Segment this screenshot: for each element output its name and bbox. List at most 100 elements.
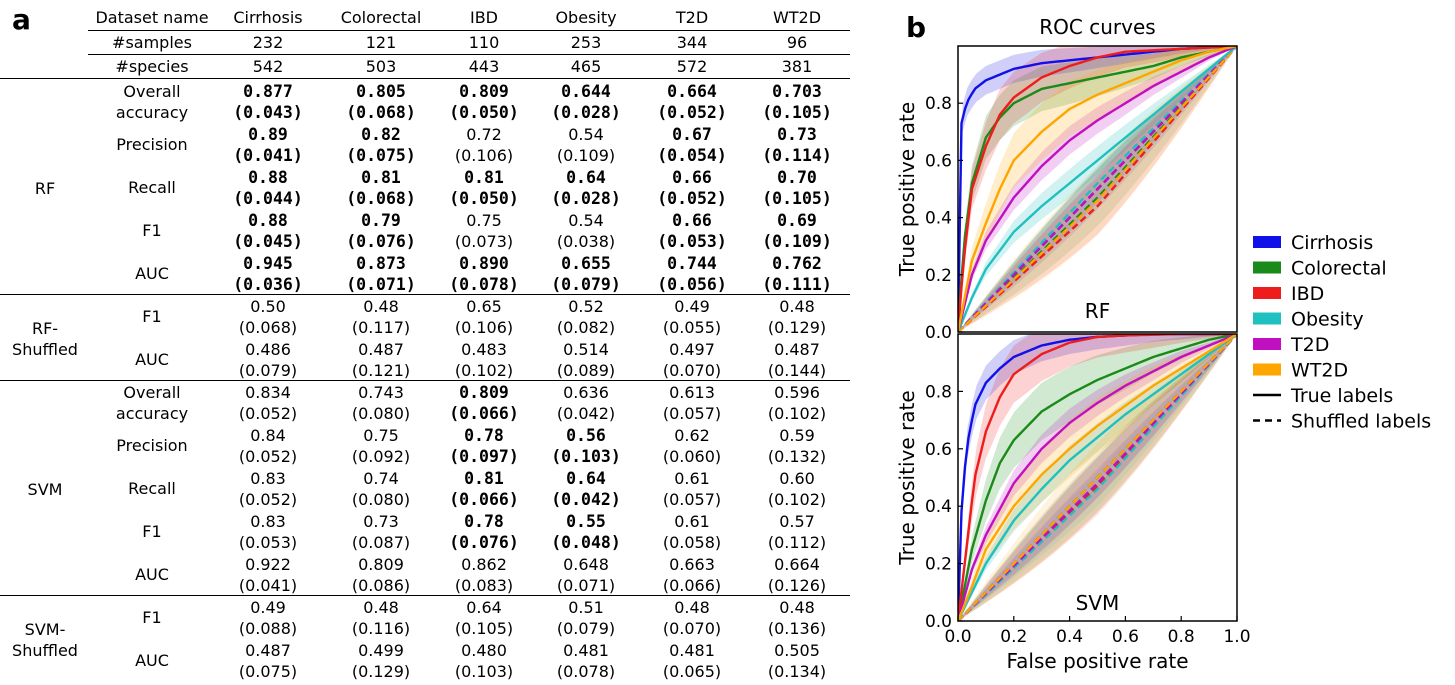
metric-std: (0.052) <box>657 103 727 122</box>
metric-label-line: Precision <box>116 436 188 455</box>
metric-value-cell: 0.505 (0.134) <box>742 640 852 682</box>
metric-std: (0.028) <box>551 103 621 122</box>
legend-swatch <box>1253 338 1281 350</box>
roc-curve-shuffled <box>958 46 1237 332</box>
metric-value-cell: 0.487 (0.121) <box>326 339 436 381</box>
metric-std: (0.068) <box>346 103 416 122</box>
metric-mean: 0.636 <box>563 383 609 402</box>
metric-value-cell: 0.48 (0.136) <box>742 597 852 639</box>
metric-value-cell: 0.64 (0.042) <box>531 468 641 510</box>
metric-std: (0.041) <box>233 146 303 165</box>
metric-value-cell: 0.83 (0.053) <box>213 511 323 553</box>
metric-label-line: Overall <box>123 383 181 402</box>
dataset-header: T2D <box>675 8 709 27</box>
metric-std: (0.132) <box>767 447 827 466</box>
metric-std: (0.053) <box>657 232 727 251</box>
metric-mean: 0.480 <box>461 641 507 660</box>
y-tick-label: 0.6 <box>925 440 952 460</box>
roc-curve-shuffled <box>958 334 1237 621</box>
metric-mean: 0.703 <box>772 82 822 101</box>
model-group-label-line: RF <box>34 179 56 198</box>
x-tick-label: 1.0 <box>1223 627 1250 647</box>
metric-mean: 0.78 <box>464 426 504 445</box>
legend-swatch <box>1253 287 1281 299</box>
x-tick-label: 0.2 <box>1000 627 1027 647</box>
metric-value-cell: 0.890 (0.078) <box>429 253 539 295</box>
metric-value-cell: 0.61 (0.058) <box>637 511 747 553</box>
panel-model-label: SVM <box>1076 591 1120 615</box>
metric-value-cell: 0.66 (0.053) <box>637 210 747 252</box>
metric-mean: 0.74 <box>363 469 399 488</box>
roc-confidence-band <box>958 334 1237 621</box>
metric-std: (0.079) <box>551 275 621 294</box>
metric-std: (0.044) <box>233 189 303 208</box>
metric-mean: 0.65 <box>466 297 502 316</box>
metric-value-cell: 0.89 (0.041) <box>213 124 323 166</box>
metric-std: (0.058) <box>662 533 722 552</box>
metric-value-cell: 0.73 (0.114) <box>742 124 852 166</box>
metric-value-cell: 0.79 (0.076) <box>326 210 436 252</box>
metric-mean: 0.66 <box>672 211 712 230</box>
metric-std: (0.050) <box>449 103 519 122</box>
dataset-header: Obesity <box>555 8 617 27</box>
metric-value-cell: 0.54 (0.109) <box>531 124 641 166</box>
metric-label: AUC <box>82 263 222 284</box>
metric-value-cell: 0.862 (0.083) <box>429 554 539 596</box>
roc-curve-shuffled <box>958 46 1237 332</box>
metric-std: (0.087) <box>351 533 411 552</box>
x-tick-label: 0.4 <box>1056 627 1083 647</box>
metric-label: AUC <box>82 650 222 671</box>
metric-value-cell: 0.663 (0.066) <box>637 554 747 596</box>
roc-panel-plot-area <box>958 334 1237 621</box>
samples-rule <box>88 54 850 55</box>
metric-mean: 0.54 <box>568 211 604 230</box>
x-tick-label: 0.0 <box>944 627 971 647</box>
roc-chart: ROC curves RF 0.0 0.2 0.4 0.6 0.8 True positive… <box>895 15 1431 673</box>
metric-mean: 0.664 <box>667 82 717 101</box>
metric-value-cell: 0.49 (0.088) <box>213 597 323 639</box>
metric-std: (0.043) <box>233 103 303 122</box>
metric-mean: 0.75 <box>466 211 502 230</box>
metric-std: (0.111) <box>762 275 832 294</box>
metric-mean: 0.89 <box>248 125 288 144</box>
metric-mean: 0.49 <box>250 598 286 617</box>
species-value: 572 <box>676 57 708 76</box>
group-rule <box>0 294 850 295</box>
header-rule <box>88 30 850 31</box>
metric-mean: 0.67 <box>672 125 712 144</box>
legend-label: Colorectal <box>1291 258 1387 280</box>
metric-value-cell: 0.69 (0.109) <box>742 210 852 252</box>
metric-mean: 0.809 <box>358 555 404 574</box>
metric-mean: 0.48 <box>779 598 815 617</box>
metric-std: (0.078) <box>449 275 519 294</box>
metric-value-cell: 0.497 (0.070) <box>637 339 747 381</box>
roc-curve-true <box>958 334 1237 621</box>
metric-label: Recall <box>82 177 222 198</box>
metric-mean: 0.72 <box>466 125 502 144</box>
legend-swatch <box>1253 261 1281 274</box>
model-group-label: SVM <box>0 479 90 500</box>
metric-mean: 0.73 <box>777 125 817 144</box>
metric-value-cell: 0.834 (0.052) <box>213 382 323 424</box>
metric-mean: 0.499 <box>358 641 404 660</box>
x-axis-label: False positive rate <box>1007 649 1189 673</box>
metric-value-cell: 0.487 (0.075) <box>213 640 323 682</box>
metric-mean: 0.862 <box>461 555 507 574</box>
metric-std: (0.055) <box>662 318 722 337</box>
legend-label: IBD <box>1291 283 1324 305</box>
metric-value-cell: 0.48 (0.070) <box>637 597 747 639</box>
metric-std: (0.078) <box>556 662 616 681</box>
roc-confidence-band <box>958 46 1237 332</box>
metric-std: (0.134) <box>767 662 827 681</box>
metric-mean: 0.82 <box>361 125 401 144</box>
metric-label: Precision <box>82 435 222 456</box>
samples-value: 232 <box>252 33 284 52</box>
metric-label: F1 <box>82 220 222 241</box>
metric-mean: 0.61 <box>674 512 710 531</box>
metric-std: (0.068) <box>346 189 416 208</box>
legend-label: Obesity <box>1291 309 1364 331</box>
group-rule <box>0 78 850 79</box>
metric-std: (0.082) <box>556 318 616 337</box>
metric-std: (0.089) <box>556 361 616 380</box>
dataset-name-header: Dataset name <box>95 8 209 27</box>
